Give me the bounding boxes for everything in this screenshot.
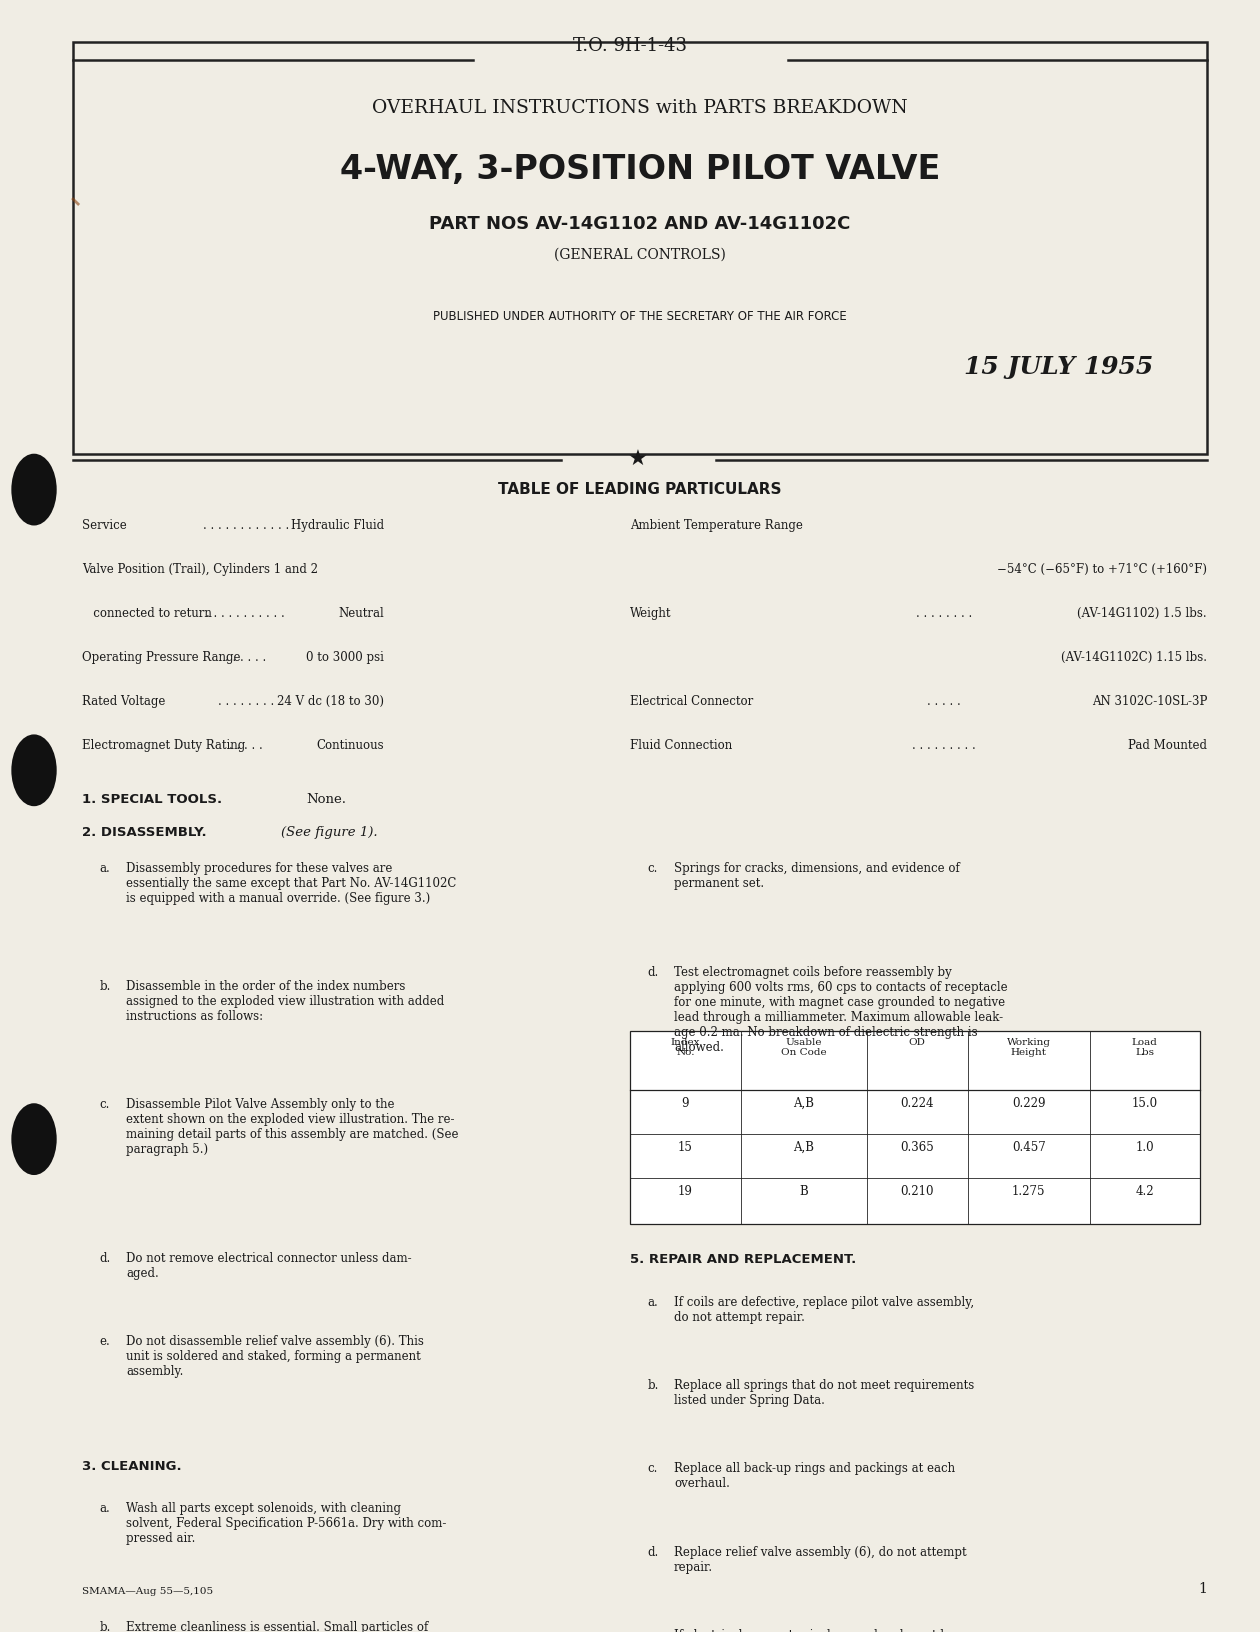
Text: (GENERAL CONTROLS): (GENERAL CONTROLS) <box>554 248 726 261</box>
Text: Do not disassemble relief valve assembly (6). This
unit is soldered and staked, : Do not disassemble relief valve assembly… <box>126 1335 423 1377</box>
Text: A,B: A,B <box>794 1097 814 1110</box>
Text: If coils are defective, replace pilot valve assembly,
do not attempt repair.: If coils are defective, replace pilot va… <box>674 1296 974 1324</box>
Text: B: B <box>800 1185 808 1198</box>
Text: PUBLISHED UNDER AUTHORITY OF THE SECRETARY OF THE AIR FORCE: PUBLISHED UNDER AUTHORITY OF THE SECRETA… <box>433 310 847 323</box>
Text: Ambient Temperature Range: Ambient Temperature Range <box>630 519 803 532</box>
Text: (AV-14G1102C) 1.15 lbs.: (AV-14G1102C) 1.15 lbs. <box>1061 651 1207 664</box>
Text: 4-WAY, 3-POSITION PILOT VALVE: 4-WAY, 3-POSITION PILOT VALVE <box>340 153 940 186</box>
Text: Usable
On Code: Usable On Code <box>781 1038 827 1058</box>
Text: 0.229: 0.229 <box>1012 1097 1046 1110</box>
Text: (AV-14G1102) 1.5 lbs.: (AV-14G1102) 1.5 lbs. <box>1077 607 1207 620</box>
Text: Test electromagnet coils before reassembly by
applying 600 volts rms, 60 cps to : Test electromagnet coils before reassemb… <box>674 966 1008 1054</box>
Text: 0.224: 0.224 <box>901 1097 934 1110</box>
Text: 15.0: 15.0 <box>1131 1097 1158 1110</box>
Text: a.: a. <box>648 1296 659 1309</box>
Text: 1. SPECIAL TOOLS.: 1. SPECIAL TOOLS. <box>82 793 222 806</box>
Text: 0.457: 0.457 <box>1012 1141 1046 1154</box>
Text: a.: a. <box>100 1503 111 1514</box>
Text: TABLE OF LEADING PARTICULARS: TABLE OF LEADING PARTICULARS <box>499 481 781 498</box>
Text: b.: b. <box>100 979 111 992</box>
Text: . . . . .: . . . . . <box>229 739 262 752</box>
Text: Weight: Weight <box>630 607 672 620</box>
Text: Disassemble Pilot Valve Assembly only to the
extent shown on the exploded view i: Disassemble Pilot Valve Assembly only to… <box>126 1098 459 1157</box>
Text: 1.0: 1.0 <box>1135 1141 1154 1154</box>
Text: Electrical Connector: Electrical Connector <box>630 695 753 708</box>
Text: c.: c. <box>648 862 658 875</box>
Text: Operating Pressure Range: Operating Pressure Range <box>82 651 241 664</box>
Text: d.: d. <box>100 1252 111 1265</box>
Text: Hydraulic Fluid: Hydraulic Fluid <box>291 519 384 532</box>
Text: T.O. 9H-1-43: T.O. 9H-1-43 <box>573 36 687 54</box>
Text: 4.2: 4.2 <box>1135 1185 1154 1198</box>
Text: −54°C (−65°F) to +71°C (+160°F): −54°C (−65°F) to +71°C (+160°F) <box>997 563 1207 576</box>
Text: . . . . . . . . . . .: . . . . . . . . . . . <box>207 607 285 620</box>
Text: Load
Lbs: Load Lbs <box>1131 1038 1158 1058</box>
Text: 2. DISASSEMBLY.: 2. DISASSEMBLY. <box>82 826 207 839</box>
Text: c.: c. <box>648 1462 658 1475</box>
Text: 0 to 3000 psi: 0 to 3000 psi <box>306 651 384 664</box>
Text: Disassemble in the order of the index numbers
assigned to the exploded view illu: Disassemble in the order of the index nu… <box>126 979 445 1023</box>
Text: e.: e. <box>648 1629 659 1632</box>
Text: Replace relief valve assembly (6), do not attempt
repair.: Replace relief valve assembly (6), do no… <box>674 1546 966 1573</box>
Text: Disassembly procedures for these valves are
essentially the same except that Par: Disassembly procedures for these valves … <box>126 862 456 904</box>
Text: 5. REPAIR AND REPLACEMENT.: 5. REPAIR AND REPLACEMENT. <box>630 1253 857 1266</box>
Text: Replace all springs that do not meet requirements
listed under Spring Data.: Replace all springs that do not meet req… <box>674 1379 974 1407</box>
Text: 15: 15 <box>678 1141 693 1154</box>
Text: Neutral: Neutral <box>339 607 384 620</box>
Text: b.: b. <box>648 1379 659 1392</box>
Text: 24 V dc (18 to 30): 24 V dc (18 to 30) <box>277 695 384 708</box>
Text: 15 JULY 1955: 15 JULY 1955 <box>964 356 1153 379</box>
Text: OVERHAUL INSTRUCTIONS with PARTS BREAKDOWN: OVERHAUL INSTRUCTIONS with PARTS BREAKDO… <box>372 98 908 118</box>
Text: 3. CLEANING.: 3. CLEANING. <box>82 1461 181 1472</box>
Text: 1: 1 <box>1198 1581 1207 1596</box>
Text: OD: OD <box>908 1038 926 1048</box>
Text: Do not remove electrical connector unless dam-
aged.: Do not remove electrical connector unles… <box>126 1252 412 1279</box>
Text: Wash all parts except solenoids, with cleaning
solvent, Federal Specification P-: Wash all parts except solenoids, with cl… <box>126 1503 446 1546</box>
Bar <box>630 1031 1200 1224</box>
Text: Index
No.: Index No. <box>670 1038 701 1058</box>
Ellipse shape <box>11 734 57 806</box>
Text: A,B: A,B <box>794 1141 814 1154</box>
Text: e.: e. <box>100 1335 111 1348</box>
Text: d.: d. <box>648 966 659 979</box>
Text: Pad Mounted: Pad Mounted <box>1128 739 1207 752</box>
Text: . . . . . . . .: . . . . . . . . <box>916 607 971 620</box>
Text: . . . . . . . . . . . .: . . . . . . . . . . . . <box>203 519 289 532</box>
Text: d.: d. <box>648 1546 659 1559</box>
Text: Continuous: Continuous <box>316 739 384 752</box>
Text: Extreme cleanliness is essential. Small particles of
foreign matter lodged in th: Extreme cleanliness is essential. Small … <box>126 1621 459 1632</box>
Text: 0.210: 0.210 <box>901 1185 934 1198</box>
Text: (See figure 1).: (See figure 1). <box>281 826 378 839</box>
Bar <box>73 42 1207 454</box>
Text: AN 3102C-10SL-3P: AN 3102C-10SL-3P <box>1091 695 1207 708</box>
Text: . . . . .: . . . . . <box>927 695 960 708</box>
Text: Fluid Connection: Fluid Connection <box>630 739 732 752</box>
Text: b.: b. <box>100 1621 111 1632</box>
Text: Rated Voltage: Rated Voltage <box>82 695 165 708</box>
Text: 0.365: 0.365 <box>901 1141 934 1154</box>
Text: c.: c. <box>100 1098 110 1111</box>
Text: . . . . . .: . . . . . . <box>226 651 266 664</box>
Ellipse shape <box>11 454 57 526</box>
Text: Service: Service <box>82 519 127 532</box>
Text: ★: ★ <box>627 449 648 470</box>
Text: 1.275: 1.275 <box>1012 1185 1046 1198</box>
Text: Springs for cracks, dimensions, and evidence of
permanent set.: Springs for cracks, dimensions, and evid… <box>674 862 960 889</box>
Text: None.: None. <box>306 793 347 806</box>
Ellipse shape <box>11 1103 57 1175</box>
Text: SMAMA—Aug 55—5,105: SMAMA—Aug 55—5,105 <box>82 1586 213 1596</box>
Text: Replace all back-up rings and packings at each
overhaul.: Replace all back-up rings and packings a… <box>674 1462 955 1490</box>
Text: Working
Height: Working Height <box>1007 1038 1051 1058</box>
Text: 9: 9 <box>682 1097 689 1110</box>
Text: connected to return: connected to return <box>82 607 212 620</box>
Text: If electrical connector is damaged and must be re-
placed, unsolder wire leads a: If electrical connector is damaged and m… <box>674 1629 1011 1632</box>
Text: Electromagnet Duty Rating: Electromagnet Duty Rating <box>82 739 246 752</box>
Text: . . . . . . . .: . . . . . . . . <box>218 695 273 708</box>
Text: Valve Position (Trail), Cylinders 1 and 2: Valve Position (Trail), Cylinders 1 and … <box>82 563 318 576</box>
Text: . . . . . . . . .: . . . . . . . . . <box>912 739 975 752</box>
Text: a.: a. <box>100 862 111 875</box>
Text: PART NOS AV-14G1102 AND AV-14G1102C: PART NOS AV-14G1102 AND AV-14G1102C <box>430 214 850 233</box>
Text: 19: 19 <box>678 1185 693 1198</box>
